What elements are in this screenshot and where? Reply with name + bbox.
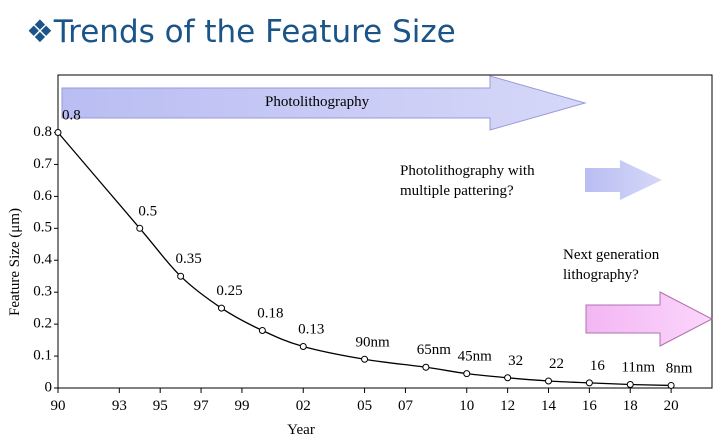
line xyxy=(57,132,672,387)
data-label: 8nm xyxy=(666,360,693,376)
data-label: 90nm xyxy=(355,334,390,350)
y-tick-label: 0.5 xyxy=(33,220,52,236)
point xyxy=(545,377,552,385)
data-label: 0.13 xyxy=(298,321,324,337)
x-tick-label: 95 xyxy=(153,398,168,414)
point xyxy=(361,355,369,363)
x-tick-label: 99 xyxy=(234,398,249,414)
data-label: 0.35 xyxy=(176,251,202,267)
data-label: 0.5 xyxy=(138,203,157,219)
point xyxy=(422,363,430,371)
point xyxy=(54,128,62,136)
point xyxy=(258,327,266,335)
point xyxy=(504,374,512,382)
data-label: 11nm xyxy=(621,359,655,375)
x-axis-label: Year xyxy=(287,422,315,438)
x-tick-label: 07 xyxy=(398,398,414,414)
x-tick-label: 10 xyxy=(459,398,474,414)
y-tick-label: 0.8 xyxy=(33,124,52,140)
arrow xyxy=(61,75,587,131)
point xyxy=(585,379,593,387)
arrow xyxy=(585,291,714,347)
y-tick-label: 0.6 xyxy=(33,188,52,204)
data-label: 0.25 xyxy=(216,283,242,299)
point xyxy=(667,381,675,389)
data-label: 0.18 xyxy=(257,306,283,322)
data-label: 22 xyxy=(549,356,564,372)
data-label: 32 xyxy=(508,353,523,369)
arrow xyxy=(585,160,662,200)
data-label: 45nm xyxy=(458,349,493,365)
x-tick-label: 02 xyxy=(296,398,311,414)
point xyxy=(218,304,225,312)
data-label: 65nm xyxy=(417,342,452,358)
x-tick-label: 20 xyxy=(664,398,679,414)
y-tick-label: 0.3 xyxy=(33,284,52,300)
point xyxy=(463,370,471,378)
point xyxy=(299,342,307,350)
x-tick-label: 12 xyxy=(500,398,515,414)
y-tick-label: 0.7 xyxy=(33,156,52,172)
annotation: Photolithography xyxy=(265,94,370,110)
chart-title: ❖Trends of the Feature Size xyxy=(26,14,456,50)
annotation: Photolithography with multiple pattering? xyxy=(400,163,535,199)
point xyxy=(177,272,185,280)
y-tick-label: 0.4 xyxy=(33,252,52,268)
x-tick-label: 05 xyxy=(357,398,372,414)
plot-frame xyxy=(57,74,713,389)
data-label: 0.8 xyxy=(62,107,81,123)
point xyxy=(136,224,144,232)
y-tick-label: 0.2 xyxy=(33,316,52,332)
x-tick-label: 18 xyxy=(623,398,638,414)
x-tick-label: 16 xyxy=(582,398,598,414)
data-label: 16 xyxy=(590,358,606,374)
y-axis-label: Feature Size (μm) xyxy=(7,208,23,316)
x-tick-label: 14 xyxy=(541,398,557,414)
y-tick-label: 0.1 xyxy=(33,347,52,363)
x-tick-label: 90 xyxy=(51,398,66,414)
x-tick-label: 97 xyxy=(194,398,210,414)
x-tick-label: 93 xyxy=(112,398,127,414)
point xyxy=(626,380,634,388)
annotation: Next generation lithography? xyxy=(563,247,660,283)
y-tick-label: 0 xyxy=(45,379,53,395)
